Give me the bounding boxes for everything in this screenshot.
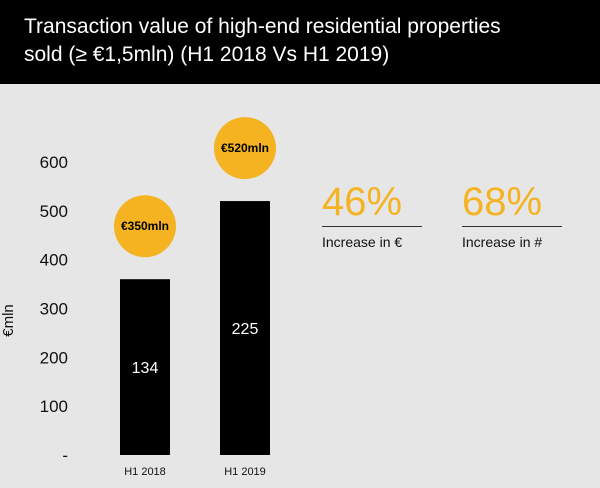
y-tick-label: - (62, 446, 68, 465)
y-tick-label: 100 (40, 397, 68, 416)
bar (220, 201, 270, 455)
y-axis-label: €mln (0, 304, 17, 337)
y-tick-label: 600 (40, 153, 68, 172)
title-line-2: sold (≥ €1,5mln) (H1 2018 Vs H1 2019) (24, 43, 390, 66)
chart-title: Transaction value of high-end residentia… (24, 13, 584, 69)
value-bubble-label: €350mln (121, 219, 169, 233)
value-bubble (114, 195, 176, 258)
stat-percent: 46% (322, 180, 403, 224)
stat-label: Increase in € (322, 234, 403, 250)
stat-divider (462, 226, 562, 227)
title-bar: Transaction value of high-end residentia… (0, 0, 600, 84)
title-line-1: Transaction value of high-end residentia… (24, 15, 501, 38)
value-bubble (214, 117, 276, 180)
stat-divider (322, 226, 422, 227)
bar (120, 279, 170, 455)
bar-chart: - 100 200 300 400 500 600 €mln 134 €350mln 225 €52… (0, 117, 276, 478)
y-axis: - 100 200 300 400 500 600 €mln (0, 153, 68, 465)
y-tick-label: 500 (40, 202, 68, 221)
x-axis: H1 2018 H1 2019 (124, 466, 266, 478)
x-tick-label: H1 2019 (224, 466, 266, 478)
bars: 134 €350mln 225 €520mln (114, 117, 276, 455)
y-tick-label: 200 (40, 348, 68, 367)
value-bubble-label: €520mln (221, 141, 269, 155)
bar-count-label: 225 (232, 321, 259, 338)
bar-count-label: 134 (132, 360, 159, 377)
stat-label: Increase in # (462, 234, 543, 250)
stat-percent: 68% (462, 180, 543, 224)
x-tick-label: H1 2018 (124, 466, 166, 478)
y-tick-label: 300 (40, 300, 68, 319)
stat-value-increase: 46% Increase in € (322, 180, 422, 250)
y-tick-label: 400 (40, 251, 68, 270)
stat-count-increase: 68% Increase in # (462, 180, 562, 250)
